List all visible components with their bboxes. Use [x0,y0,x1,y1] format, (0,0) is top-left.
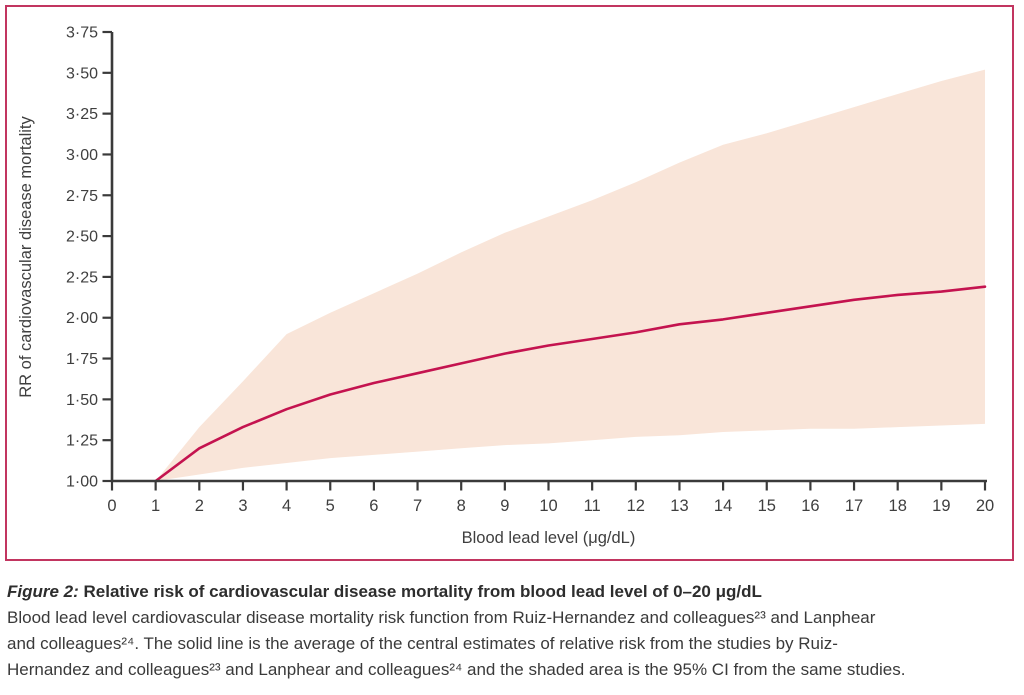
x-tick-label: 17 [845,497,863,515]
y-tick-label: 3·25 [66,106,98,123]
x-tick-label: 1 [151,497,160,515]
y-tick-label: 3·00 [66,147,98,164]
x-tick-label: 2 [195,497,204,515]
x-tick-label: 0 [107,497,116,515]
y-tick-label: 3·75 [66,25,98,42]
y-tick-label: 2·00 [66,310,98,327]
y-tick-label: 1·25 [66,433,98,450]
x-tick-label: 8 [457,497,466,515]
rr-chart: 1·00 1·25 1·50 1·75 2·00 2·25 2·50 2·75 3·00 3·25… [17,25,994,547]
x-tick-label: 4 [282,497,291,515]
rr-curve [154,285,987,483]
x-tick-label: 5 [326,497,335,515]
y-tick-label: 1·00 [66,474,98,491]
y-tick-label: 2·50 [66,229,98,246]
y-tick-label: 3·50 [66,65,98,82]
x-tick-label: 12 [627,497,645,515]
figure-caption-title: Figure 2: Relative risk of cardiovascula… [7,579,1020,605]
x-tick-label: 15 [758,497,776,515]
figure-title-text: Relative risk of cardiovascular disease … [78,582,762,601]
figure-number-label: Figure 2: [7,582,79,601]
y-tick-label: 2·25 [66,269,98,286]
x-tick-label: 6 [369,497,378,515]
x-tick-label: 9 [500,497,509,515]
x-tick-label: 11 [584,497,601,515]
y-tick-label: 2·75 [66,188,98,205]
x-tick-label: 13 [670,497,688,515]
x-axis-title: Blood lead level (μg/dL) [462,529,636,547]
x-tick-label: 7 [413,497,422,515]
x-tick-label: 18 [889,497,907,515]
x-tick-label: 19 [932,497,950,515]
caption-line-3: Hernandez and colleagues²³ and Lanphear … [7,660,906,679]
x-tick-label: 16 [801,497,819,515]
figure-caption: Figure 2: Relative risk of cardiovascula… [7,579,1020,683]
figure-panel: 1·00 1·25 1·50 1·75 2·00 2·25 2·50 2·75 3·00 3·25… [5,5,1014,561]
y-tick-label: 1·75 [66,351,98,368]
ci-band [155,69,985,481]
x-tick-label: 14 [714,497,732,515]
x-tick-label: 3 [238,497,247,515]
caption-line-2: and colleagues²⁴. The solid line is the … [7,634,838,653]
y-axis-title: RR of cardiovascular disease mortality [17,115,35,397]
x-tick-label: 20 [976,497,994,515]
caption-line-1: Blood lead level cardiovascular disease … [7,608,876,627]
x-tick-label: 10 [539,497,557,515]
y-tick-label: 1·50 [66,392,98,409]
